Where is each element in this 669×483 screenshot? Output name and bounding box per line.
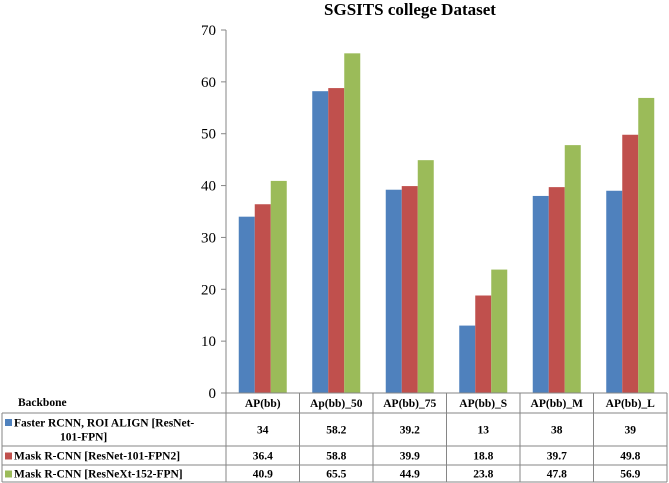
data-label-series3-6: 56.9 <box>620 469 640 481</box>
data-label-series1-6: 39 <box>625 425 637 437</box>
y-tick-label: 20 <box>201 282 216 298</box>
y-tick-label: 40 <box>201 179 216 195</box>
data-label-series2-2: 58.8 <box>326 451 346 463</box>
y-tick-label: 60 <box>201 75 216 91</box>
bar-series3-6 <box>638 97 655 393</box>
bar-series1-6 <box>606 190 623 393</box>
bar-series1-4 <box>459 325 476 393</box>
data-label-series2-3: 39.9 <box>400 451 420 463</box>
x-category-label: AP(bb)_75 <box>383 398 436 410</box>
x-category-label: AP(bb)_S <box>459 398 507 410</box>
y-tick-label: 10 <box>201 334 216 350</box>
data-label-series1-4: 13 <box>478 425 490 437</box>
bar-series1-2 <box>312 91 329 393</box>
bar-series2-5 <box>548 187 565 393</box>
bar-series3-1 <box>270 180 287 393</box>
data-label-series1-2: 58.2 <box>326 425 346 437</box>
bar-series1-5 <box>532 195 549 393</box>
legend-label-series3: Mask R-CNN [ResNeXt-152-FPN] <box>14 469 183 481</box>
legend-swatch-series2 <box>5 452 12 460</box>
y-tick-label: 0 <box>209 386 217 402</box>
bar-series2-3 <box>401 186 418 393</box>
y-tick-label: 30 <box>201 230 216 246</box>
bar-series3-3 <box>417 160 434 393</box>
bar-series3-2 <box>344 53 361 393</box>
y-tick-label: 50 <box>201 127 216 143</box>
legend-label-series2: Mask R-CNN [ResNet-101-FPN2] <box>14 451 180 463</box>
bar-series2-6 <box>622 134 639 393</box>
legend-swatch-series1 <box>5 419 12 426</box>
legend-label-series1: 101-FPN] <box>60 432 107 444</box>
x-category-label: AP(bb)_M <box>531 398 584 410</box>
legend-swatch-series3 <box>5 470 12 478</box>
data-label-series1-5: 38 <box>551 425 563 437</box>
data-label-series2-5: 39.7 <box>547 451 567 463</box>
data-label-series3-2: 65.5 <box>326 469 346 481</box>
x-category-label: AP(bb) <box>245 398 281 410</box>
y-tick-label: 70 <box>201 23 216 39</box>
table-header-label: Backbone <box>18 397 67 409</box>
chart-title: SGSITS college Dataset <box>324 0 496 19</box>
data-label-series2-4: 18.8 <box>473 451 493 463</box>
data-label-series3-5: 47.8 <box>547 469 567 481</box>
data-label-series1-3: 39.2 <box>400 425 420 437</box>
bar-series2-4 <box>475 295 492 393</box>
bar-series2-2 <box>328 88 345 393</box>
data-label-series3-1: 40.9 <box>253 469 273 481</box>
data-label-series3-3: 44.9 <box>400 469 420 481</box>
data-label-series2-6: 49.8 <box>620 451 640 463</box>
bar-series2-1 <box>254 204 271 393</box>
data-label-series3-4: 23.8 <box>473 469 493 481</box>
data-label-series2-1: 36.4 <box>253 451 273 463</box>
bar-series3-4 <box>491 269 508 393</box>
legend-label-series1: Faster RCNN, ROI ALIGN [ResNet- <box>14 418 194 430</box>
data-label-series1-1: 34 <box>257 425 269 437</box>
bar-series3-5 <box>564 145 581 393</box>
x-category-label: AP(bb)_L <box>606 398 656 410</box>
bar-series1-3 <box>385 189 402 393</box>
bar-series1-1 <box>238 216 255 393</box>
x-category-label: Ap(bb)_50 <box>310 398 363 410</box>
